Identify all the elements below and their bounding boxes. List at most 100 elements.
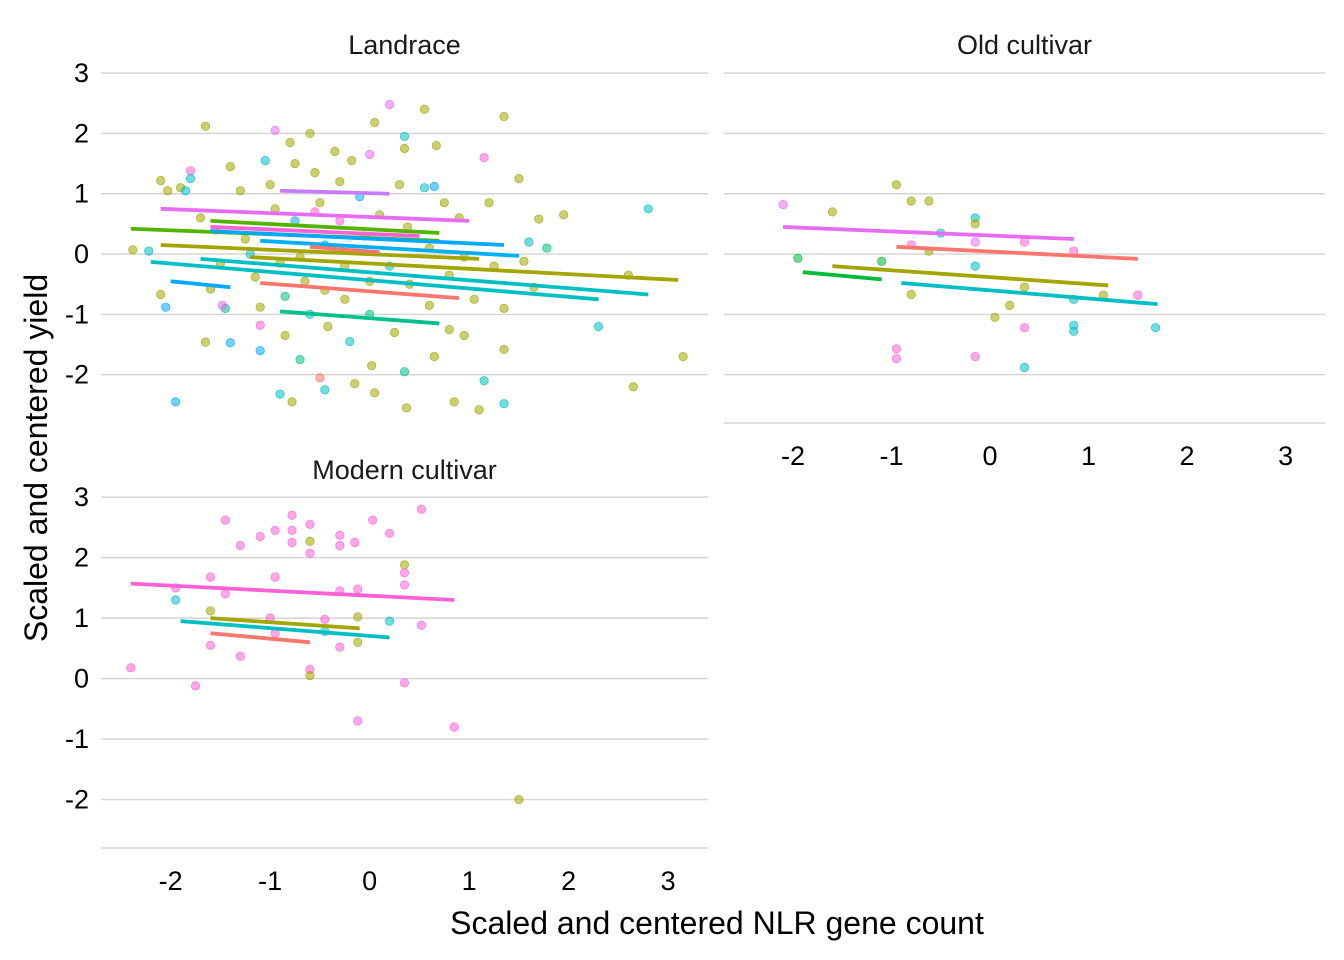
data-point xyxy=(419,183,430,193)
trend-line xyxy=(210,229,505,247)
data-point xyxy=(205,572,216,582)
trend-line xyxy=(210,616,360,631)
data-point xyxy=(793,253,803,263)
data-point xyxy=(924,196,934,206)
facet-strip-label: Modern cultivar xyxy=(312,455,497,485)
data-point xyxy=(270,572,280,582)
data-point xyxy=(384,99,395,110)
data-point xyxy=(399,580,410,590)
data-point xyxy=(250,272,260,282)
data-point xyxy=(1019,282,1030,292)
data-point xyxy=(429,181,439,192)
data-point xyxy=(514,795,524,805)
data-point xyxy=(171,595,181,605)
data-point xyxy=(185,166,196,176)
data-point xyxy=(287,510,297,520)
data-point xyxy=(459,330,469,341)
data-point xyxy=(255,320,265,330)
trend-line xyxy=(896,244,1138,261)
data-point xyxy=(1150,323,1161,333)
data-point xyxy=(265,180,275,190)
facet-panel: Old cultivar -2 -1 0 1 2 3 xyxy=(724,30,1325,471)
data-point xyxy=(220,515,230,525)
data-point xyxy=(305,548,315,558)
data-point xyxy=(499,303,509,313)
data-point xyxy=(200,337,211,347)
data-point xyxy=(295,355,305,365)
trend-line xyxy=(180,619,390,640)
data-point xyxy=(340,294,350,304)
data-point xyxy=(449,397,459,407)
trend-line xyxy=(250,255,679,282)
data-point xyxy=(255,346,265,356)
trend-line xyxy=(210,225,420,238)
data-point xyxy=(970,237,980,247)
x-tick-label: 2 xyxy=(561,866,576,896)
data-point xyxy=(891,180,902,190)
x-tick-label: -1 xyxy=(879,441,903,471)
data-point xyxy=(235,540,245,551)
data-point xyxy=(401,403,412,413)
trend-line xyxy=(210,631,311,645)
data-point xyxy=(156,175,166,186)
data-point xyxy=(519,256,529,266)
data-point xyxy=(350,379,360,389)
x-axis-title: Scaled and centered NLR gene count xyxy=(450,905,984,941)
data-point xyxy=(399,367,410,377)
data-point xyxy=(370,388,380,398)
data-point xyxy=(827,207,837,217)
data-point xyxy=(335,216,345,226)
trend-line xyxy=(260,281,460,301)
data-point xyxy=(225,338,235,348)
x-tick-label: -2 xyxy=(159,866,183,896)
data-point xyxy=(1069,326,1079,336)
data-point xyxy=(499,344,509,354)
data-point xyxy=(310,168,320,178)
data-point xyxy=(419,104,430,114)
y-tick-label: -1 xyxy=(65,724,89,754)
data-point xyxy=(163,186,173,196)
trend-line xyxy=(832,264,1109,288)
data-point xyxy=(280,291,290,301)
data-point xyxy=(335,540,345,551)
data-point xyxy=(891,353,902,364)
data-point xyxy=(524,237,534,247)
data-point xyxy=(280,330,290,341)
x-tick-label: 1 xyxy=(462,866,477,896)
data-point xyxy=(384,616,395,626)
data-point xyxy=(367,361,377,371)
data-point xyxy=(370,117,380,128)
data-point xyxy=(305,536,315,546)
data-point xyxy=(365,149,375,160)
data-point xyxy=(335,530,345,540)
trend-line xyxy=(280,188,390,196)
trend-line xyxy=(130,581,455,602)
data-point xyxy=(350,537,360,548)
data-point xyxy=(190,681,201,691)
data-point xyxy=(514,174,524,184)
data-point xyxy=(479,376,489,386)
trend-line xyxy=(783,225,1074,241)
data-point xyxy=(305,519,315,529)
data-point xyxy=(305,128,315,139)
data-point xyxy=(534,214,544,224)
facet-strip-label: Landrace xyxy=(348,30,461,60)
data-point xyxy=(1019,362,1030,373)
data-point xyxy=(399,560,410,570)
data-point xyxy=(300,276,310,286)
data-point xyxy=(335,177,345,187)
data-point xyxy=(384,528,395,539)
data-point xyxy=(593,321,604,332)
data-point xyxy=(479,152,489,163)
data-point xyxy=(416,504,427,514)
facet-panel: Landrace -2 -1 0 1 2 3 xyxy=(65,30,708,415)
data-point xyxy=(474,405,484,415)
data-point xyxy=(305,670,315,681)
data-point xyxy=(499,111,509,122)
data-point xyxy=(290,158,300,169)
data-point xyxy=(416,620,427,630)
data-point xyxy=(1019,323,1030,333)
data-point xyxy=(484,198,494,208)
